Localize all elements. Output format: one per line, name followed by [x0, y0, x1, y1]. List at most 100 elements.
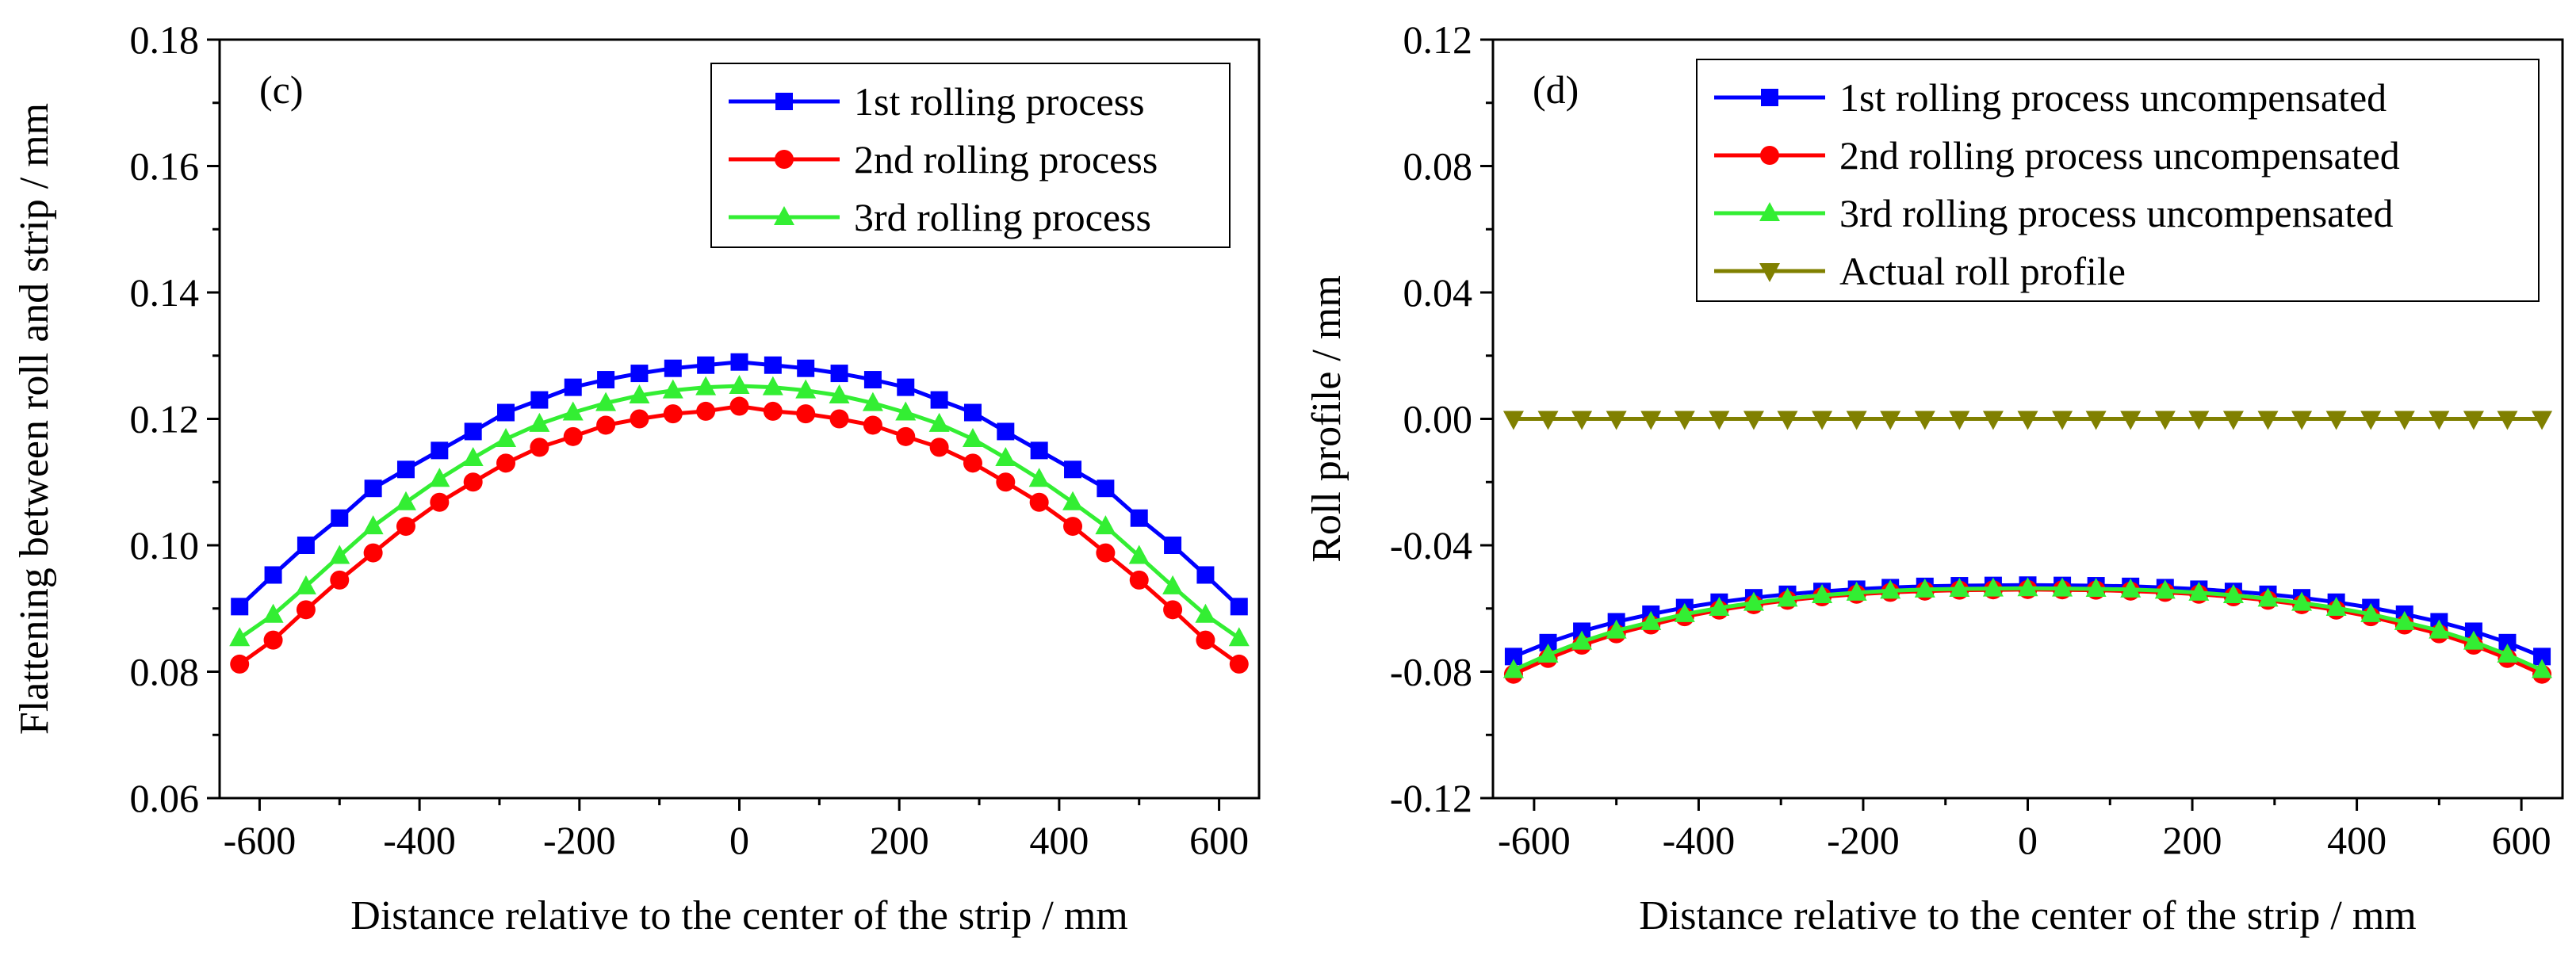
data-point: [795, 379, 817, 399]
x-tick-label: -600: [224, 818, 297, 862]
data-point: [997, 422, 1015, 441]
data-point: [764, 356, 782, 374]
data-point: [1846, 581, 1867, 601]
data-point: [529, 412, 550, 432]
x-tick-label: -600: [1498, 818, 1571, 862]
data-point: [1095, 515, 1116, 535]
data-point: [1196, 566, 1215, 584]
y-tick-label: 0.08: [130, 650, 200, 694]
data-point: [2394, 610, 2415, 630]
legend-marker: [775, 93, 793, 110]
data-point: [1743, 411, 1764, 430]
x-tick-label: 200: [870, 818, 929, 862]
data-point: [2532, 411, 2553, 430]
data-point: [996, 472, 1016, 492]
data-point: [2532, 659, 2553, 678]
data-point: [1880, 579, 1901, 599]
data-point: [1539, 633, 1557, 651]
legend-marker: [775, 150, 794, 169]
data-point: [928, 412, 950, 432]
data-point: [1914, 578, 1935, 598]
data-point: [1982, 577, 2004, 597]
data-point: [763, 401, 783, 421]
data-point: [1028, 468, 1050, 487]
series-line: [238, 384, 1241, 640]
data-point: [296, 600, 316, 620]
data-point: [431, 441, 449, 460]
data-point: [695, 376, 717, 395]
legend-label: 3rd rolling process uncompensated: [1839, 191, 2393, 235]
data-point: [729, 396, 749, 416]
series-2: [230, 396, 1249, 674]
data-point: [963, 403, 982, 422]
data-point: [295, 575, 316, 594]
data-point: [1743, 591, 1764, 611]
data-point: [1606, 411, 1627, 430]
data-point: [1949, 578, 1970, 598]
data-point: [1846, 411, 1867, 430]
data-point: [1571, 630, 1593, 650]
data-point: [1029, 492, 1049, 512]
data-point: [1709, 411, 1730, 430]
y-tick-label: 0.08: [1403, 144, 1473, 189]
series-line: [1512, 587, 2543, 676]
data-point: [496, 428, 517, 448]
data-point: [364, 480, 382, 498]
data-point: [2325, 596, 2347, 616]
data-point: [896, 426, 916, 446]
data-point: [497, 403, 515, 422]
data-point: [1640, 411, 1662, 430]
data-point: [2429, 411, 2450, 430]
panel-label: (d): [1533, 67, 1579, 112]
data-point: [1777, 587, 1798, 607]
series-3: [229, 375, 1250, 647]
x-axis-title: Distance relative to the center of the s…: [350, 893, 1127, 938]
y-tick-label: 0.04: [1403, 270, 1473, 315]
data-point: [2498, 633, 2517, 651]
legend-marker: [1759, 202, 1780, 221]
x-tick-label: 400: [2327, 818, 2387, 862]
data-point: [1163, 600, 1183, 620]
legend-marker: [1761, 89, 1778, 106]
data-point: [2222, 584, 2244, 604]
data-point: [262, 603, 284, 623]
x-axis-title: Distance relative to the center of the s…: [1639, 893, 2416, 938]
data-point: [863, 415, 882, 435]
data-point: [1982, 411, 2004, 430]
y-tick-label: 0.00: [1403, 397, 1473, 441]
data-point: [796, 404, 816, 424]
data-point: [2360, 411, 2382, 430]
legend-box: [1696, 59, 2540, 302]
legend-label: Actual roll profile: [1839, 249, 2126, 293]
series-1: [231, 353, 1248, 616]
data-point: [1128, 544, 1150, 564]
data-point: [2257, 587, 2279, 607]
data-point: [895, 401, 917, 421]
data-point: [1502, 411, 1524, 430]
series-line: [238, 403, 1241, 666]
legend-marker: [774, 206, 794, 225]
data-point: [1097, 480, 1115, 498]
data-point: [863, 371, 882, 389]
legend-entry: 3rd rolling process uncompensated: [1714, 191, 2393, 235]
legend-entry: 2nd rolling process uncompensated: [1714, 133, 2400, 178]
legend-label: 2nd rolling process uncompensated: [1839, 133, 2400, 178]
data-point: [1674, 411, 1695, 430]
data-point: [362, 515, 384, 535]
data-point: [2120, 411, 2142, 430]
data-point: [297, 537, 315, 554]
x-tick-label: 600: [1189, 818, 1249, 862]
data-point: [1674, 602, 1695, 622]
legend-entry: 3rd rolling process: [729, 195, 1151, 239]
data-point: [2017, 411, 2038, 430]
y-axis-title: Flattening between roll and strip / mm: [12, 103, 57, 735]
data-point: [963, 453, 982, 473]
y-tick-label: 0.14: [130, 270, 200, 315]
data-point: [1229, 654, 1249, 674]
data-point: [2085, 411, 2107, 430]
data-point: [530, 391, 549, 409]
data-point: [2360, 602, 2382, 622]
data-point: [2052, 411, 2073, 430]
data-point: [564, 378, 582, 396]
y-tick-label: 0.12: [1403, 17, 1473, 62]
